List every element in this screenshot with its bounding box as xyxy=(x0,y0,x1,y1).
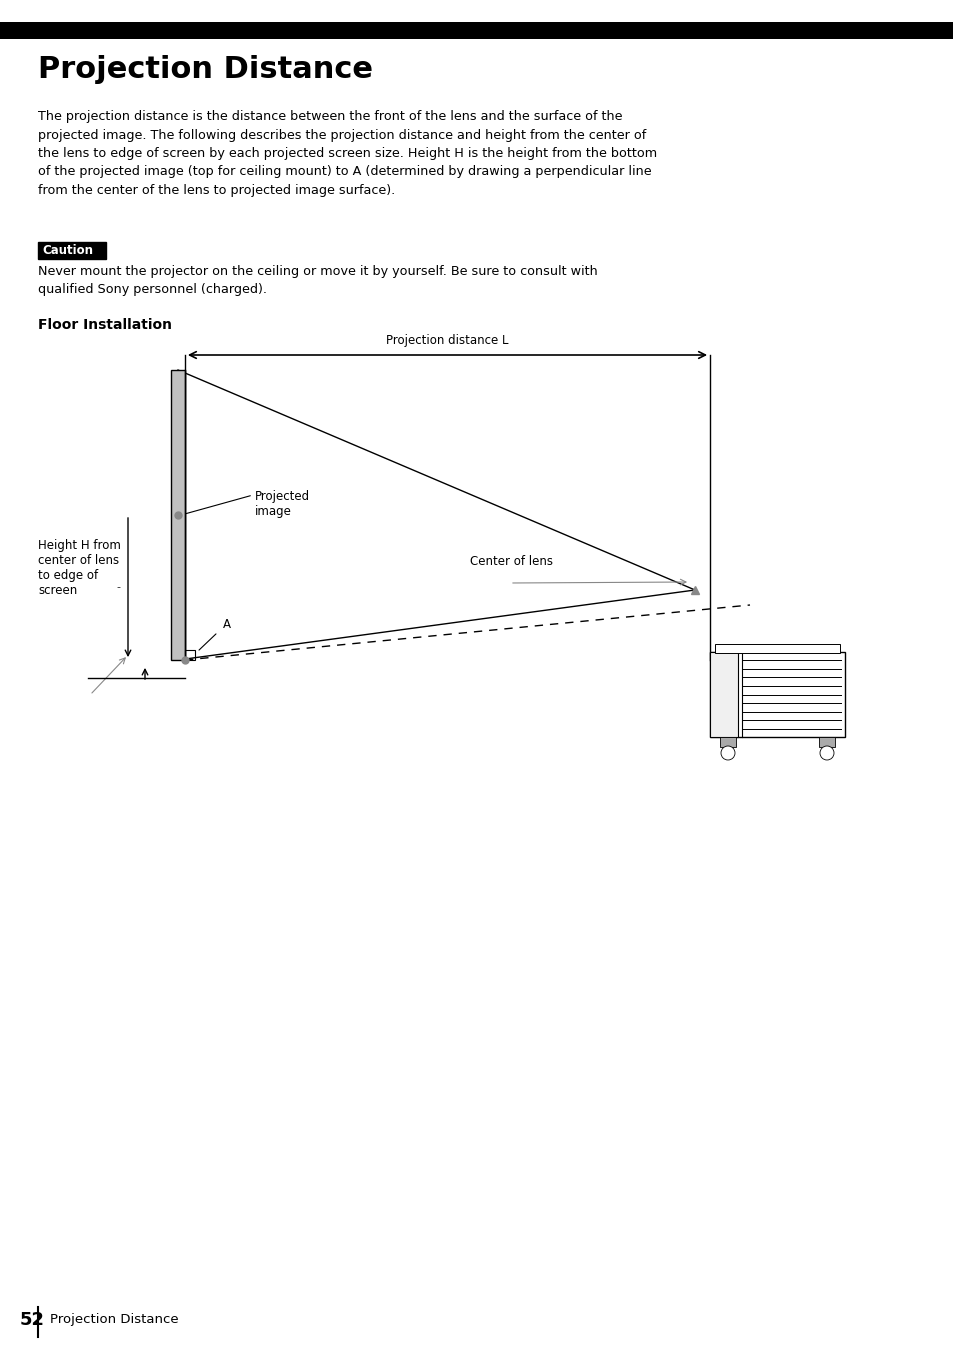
Text: Height H from
center of lens
to edge of
screen: Height H from center of lens to edge of … xyxy=(38,538,121,596)
Text: Projection Distance: Projection Distance xyxy=(38,55,373,84)
Text: 52: 52 xyxy=(20,1311,45,1329)
Text: A: A xyxy=(223,618,231,631)
Text: Caution: Caution xyxy=(42,243,92,257)
Circle shape xyxy=(720,746,734,760)
Circle shape xyxy=(820,746,833,760)
Bar xyxy=(38,242,106,260)
Bar xyxy=(818,737,834,748)
Bar xyxy=(714,644,840,653)
Text: Never mount the projector on the ceiling or move it by yourself. Be sure to cons: Never mount the projector on the ceiling… xyxy=(38,265,598,296)
Text: Projected
image: Projected image xyxy=(254,489,310,518)
Text: Projection Distance: Projection Distance xyxy=(50,1314,178,1326)
Bar xyxy=(720,737,735,748)
Text: Center of lens: Center of lens xyxy=(470,556,553,568)
Bar xyxy=(709,652,738,737)
Text: The projection distance is the distance between the front of the lens and the su: The projection distance is the distance … xyxy=(38,110,657,197)
Bar xyxy=(709,652,844,737)
Bar xyxy=(185,650,194,660)
Bar xyxy=(0,22,953,39)
Text: Floor Installation: Floor Installation xyxy=(38,318,172,333)
Bar xyxy=(171,370,185,660)
Text: Projection distance L: Projection distance L xyxy=(386,334,508,347)
